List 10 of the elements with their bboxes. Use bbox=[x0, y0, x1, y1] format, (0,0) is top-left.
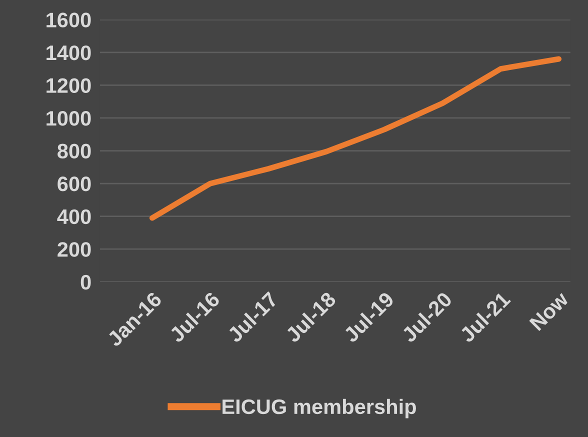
y-tick-label: 0 bbox=[80, 274, 91, 290]
y-tick-label: 1000 bbox=[46, 110, 91, 126]
y-tick-label: 800 bbox=[58, 144, 91, 159]
y-tick-label: 1600 bbox=[46, 12, 91, 28]
y-tick-label: 400 bbox=[57, 209, 91, 224]
y-tick-label: 200 bbox=[58, 242, 91, 257]
y-tick-label: 1400 bbox=[46, 45, 91, 60]
legend-label: EICUG membership bbox=[222, 398, 416, 418]
y-tick-label: 1200 bbox=[46, 78, 91, 93]
y-tick-label: 600 bbox=[58, 176, 91, 192]
